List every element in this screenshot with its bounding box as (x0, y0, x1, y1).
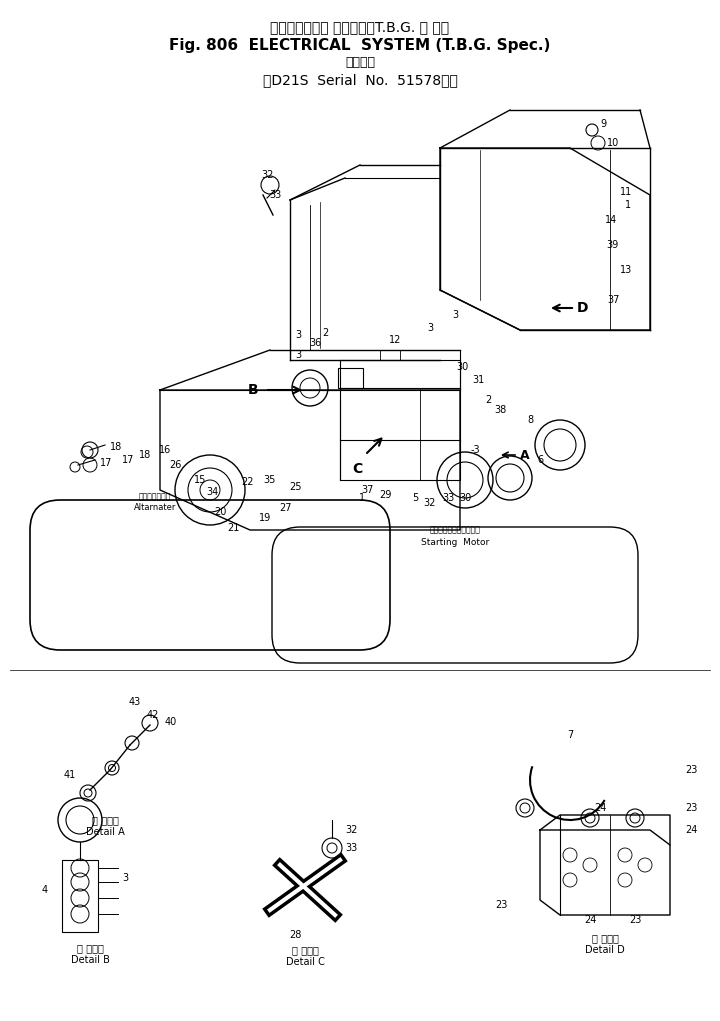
Text: 21: 21 (227, 523, 239, 533)
Text: Ａ 詳細図: Ａ 詳細図 (91, 815, 118, 825)
Text: C: C (352, 461, 362, 476)
Text: 12: 12 (389, 335, 401, 345)
Text: 32: 32 (262, 171, 274, 180)
Text: 4: 4 (42, 885, 48, 895)
Text: B: B (248, 383, 258, 397)
Text: 39: 39 (607, 240, 619, 250)
Text: 18: 18 (139, 450, 151, 460)
Text: 適用号機: 適用号機 (345, 56, 375, 69)
Text: 33: 33 (442, 493, 454, 503)
Text: 3: 3 (427, 323, 433, 333)
Text: 3: 3 (452, 310, 458, 320)
Text: 40: 40 (165, 717, 177, 727)
Text: Starting  Motor: Starting Motor (421, 537, 489, 546)
Text: 23: 23 (629, 915, 642, 925)
Text: Ｄ 詳細図: Ｄ 詳細図 (592, 933, 618, 943)
Text: 41: 41 (64, 770, 76, 780)
Text: 23: 23 (685, 803, 698, 813)
Text: 23: 23 (685, 765, 698, 775)
Text: 14: 14 (605, 215, 617, 225)
Text: 24: 24 (584, 915, 596, 925)
Text: 15: 15 (194, 475, 206, 485)
Text: 9: 9 (600, 119, 606, 129)
Text: Altarnater: Altarnater (134, 502, 176, 512)
Text: 20: 20 (214, 507, 226, 517)
Text: 22: 22 (242, 477, 254, 487)
Text: 18: 18 (110, 442, 122, 452)
Text: -3: -3 (470, 445, 480, 455)
Text: 33: 33 (269, 190, 281, 200)
Text: 26: 26 (168, 460, 181, 470)
Text: 2: 2 (322, 328, 328, 338)
Text: Detail C: Detail C (286, 957, 325, 967)
Text: 10: 10 (607, 138, 619, 148)
Text: 29: 29 (379, 490, 391, 500)
Text: 17: 17 (100, 458, 112, 468)
Text: 25: 25 (289, 482, 301, 492)
Bar (62, 860, 98, 932)
Text: 3: 3 (295, 350, 301, 360)
Text: 27: 27 (279, 503, 292, 513)
Text: 7: 7 (567, 730, 573, 740)
Text: 5: 5 (412, 493, 418, 503)
Text: 34: 34 (206, 487, 218, 497)
Text: 36: 36 (309, 338, 321, 348)
Text: 11: 11 (620, 187, 632, 197)
Text: 1: 1 (625, 200, 631, 210)
Text: エレクトリカル システム（T.B.G. 仕 様）: エレクトリカル システム（T.B.G. 仕 様） (271, 20, 449, 34)
Text: 32: 32 (424, 498, 436, 508)
Text: スターティングモーター: スターティングモーター (430, 526, 480, 535)
Text: 24: 24 (594, 803, 606, 813)
Text: 3: 3 (295, 330, 301, 340)
Text: 35: 35 (264, 475, 276, 485)
Text: （D21S  Serial  No.  51578～）: （D21S Serial No. 51578～） (263, 72, 457, 87)
Text: 33: 33 (345, 843, 357, 853)
Text: 38: 38 (494, 405, 506, 415)
Text: 23: 23 (495, 900, 508, 910)
Text: Detail A: Detail A (86, 827, 125, 837)
Text: Ｂ 詳細図: Ｂ 詳細図 (76, 943, 104, 953)
Text: 16: 16 (159, 445, 171, 455)
Text: 2: 2 (485, 395, 491, 405)
Text: 30: 30 (459, 493, 471, 503)
Text: 13: 13 (620, 265, 632, 275)
Text: Detail D: Detail D (585, 945, 625, 955)
Text: 37: 37 (361, 485, 373, 495)
Text: A: A (520, 448, 530, 461)
Text: D: D (577, 301, 588, 315)
Text: 30: 30 (456, 362, 468, 372)
Text: 19: 19 (259, 513, 271, 523)
Text: 3: 3 (122, 873, 128, 883)
Text: Ｃ 詳細図: Ｃ 詳細図 (292, 945, 318, 955)
Text: 31: 31 (472, 375, 484, 385)
Bar (338, 368, 363, 388)
Text: Detail B: Detail B (71, 955, 109, 965)
Text: 28: 28 (289, 930, 301, 940)
Text: 37: 37 (608, 295, 620, 305)
Text: Fig. 806  ELECTRICAL  SYSTEM (T.B.G. Spec.): Fig. 806 ELECTRICAL SYSTEM (T.B.G. Spec.… (169, 38, 551, 53)
Text: 32: 32 (345, 825, 357, 835)
Text: 6: 6 (537, 455, 543, 465)
Text: 43: 43 (129, 697, 141, 707)
Text: 42: 42 (147, 710, 159, 720)
Text: 1: 1 (359, 493, 365, 503)
Text: 24: 24 (685, 825, 698, 835)
Text: オルタネーター: オルタネーター (139, 492, 171, 501)
Text: 8: 8 (527, 415, 533, 425)
Text: 17: 17 (122, 455, 134, 465)
